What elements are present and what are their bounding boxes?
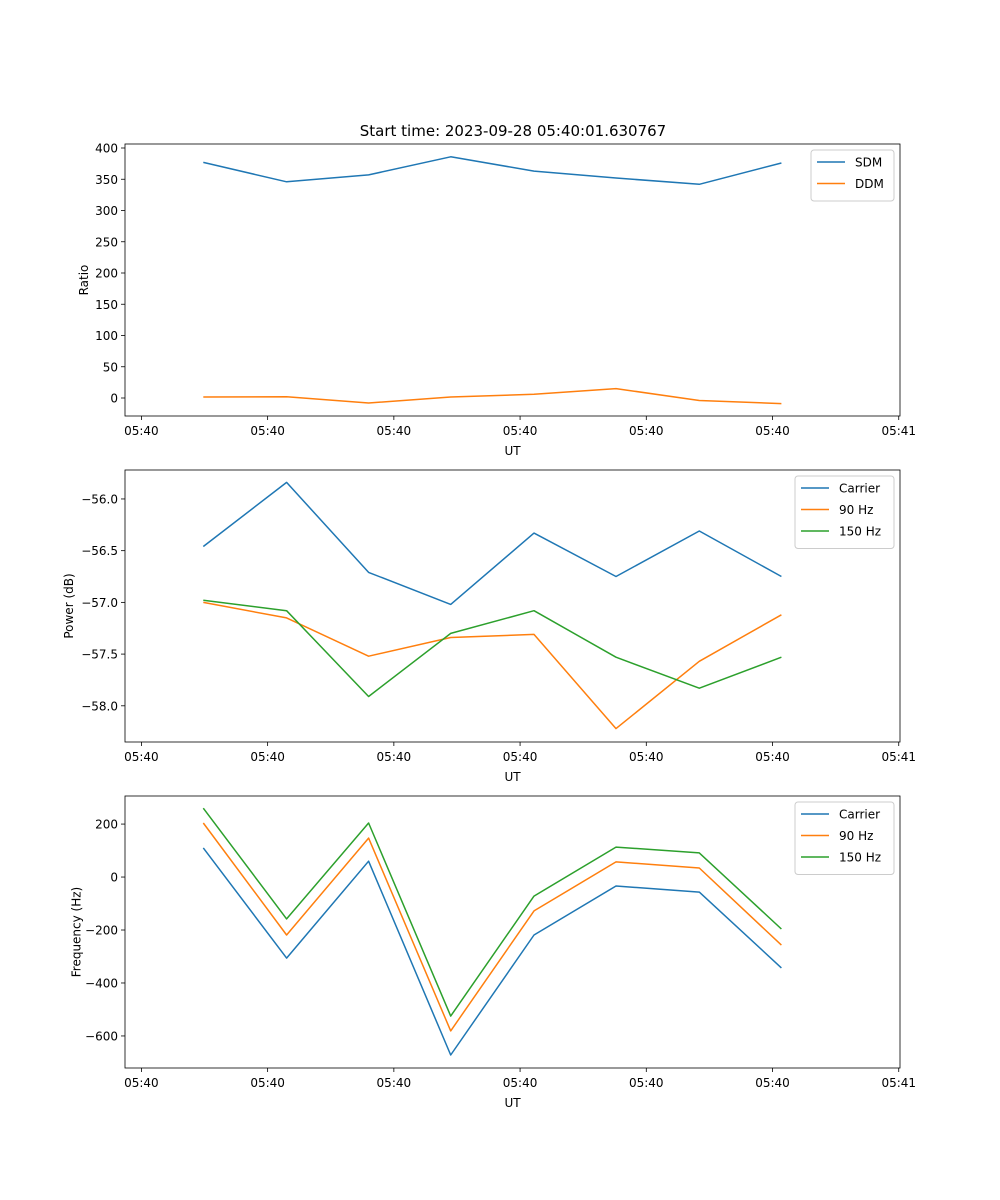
y-tick-label: 150 [95, 298, 118, 312]
y-axis-label: Frequency (Hz) [70, 887, 84, 978]
x-tick-label: 05:40 [629, 424, 664, 438]
axes-frame [124, 469, 901, 743]
y-tick-label: −56.5 [81, 544, 118, 558]
series-line-150-hz [203, 599, 782, 698]
x-tick-label: 05:40 [124, 1076, 159, 1090]
x-tick-label: 05:40 [503, 424, 538, 438]
legend-label: 150 Hz [839, 525, 881, 539]
legend-label: Carrier [839, 808, 880, 822]
subplot-1: 05:40 05:40 05:40 05:40 05:40 05:40 05:41 UT 0 50… [77, 142, 916, 459]
x-tick-label: 05:40 [124, 424, 159, 438]
y-tick-label: 200 [95, 267, 118, 281]
legend: Carrier 90 Hz 150 Hz [794, 475, 895, 549]
y-tick-label: 0 [110, 392, 118, 406]
legend: Carrier 90 Hz 150 Hz [794, 801, 895, 875]
x-tick-label: 05:40 [124, 750, 159, 764]
x-tick-label: 05:41 [881, 1076, 916, 1090]
legend-label: 150 Hz [839, 851, 881, 865]
x-tick-label: 05:40 [755, 1076, 790, 1090]
legend: SDM DDM [810, 149, 895, 202]
y-tick-label: 50 [103, 360, 118, 374]
y-tick-label: −600 [85, 1029, 118, 1043]
y-tick-label: −57.0 [81, 596, 118, 610]
series-line-90-hz [202, 822, 782, 1032]
y-tick-label: 400 [95, 142, 118, 156]
x-axis-label: UT [504, 770, 521, 784]
y-tick-label: −58.0 [81, 699, 118, 713]
y-axis-label: Ratio [77, 265, 91, 296]
axes-frame [124, 795, 901, 1069]
x-tick-label: 05:40 [250, 1076, 285, 1090]
x-tick-label: 05:41 [881, 750, 916, 764]
y-tick-label: 100 [95, 329, 118, 343]
y-tick-label: −400 [85, 976, 118, 990]
axes-frame [124, 143, 901, 417]
y-axis-label: Power (dB) [62, 573, 76, 638]
x-tick-label: 05:40 [250, 750, 285, 764]
x-tick-label: 05:40 [503, 1076, 538, 1090]
y-tick-label: 300 [95, 204, 118, 218]
x-tick-label: 05:41 [881, 424, 916, 438]
subplot-3: 05:40 05:40 05:40 05:40 05:40 05:40 05:41 UT −60… [70, 795, 916, 1110]
x-axis-label: UT [504, 444, 521, 458]
legend-label: Carrier [839, 482, 880, 496]
x-tick-label: 05:40 [503, 750, 538, 764]
subplot-2: 05:40 05:40 05:40 05:40 05:40 05:40 05:41 UT −58… [62, 469, 916, 784]
x-tick-label: 05:40 [377, 424, 412, 438]
legend-label: DDM [855, 177, 884, 191]
y-tick-label: −56.0 [81, 492, 118, 506]
y-tick-label: 0 [110, 871, 118, 885]
x-tick-label: 05:40 [629, 750, 664, 764]
x-tick-label: 05:40 [755, 750, 790, 764]
x-tick-label: 05:40 [377, 750, 412, 764]
y-tick-label: 200 [95, 818, 118, 832]
y-tick-label: −200 [85, 924, 118, 938]
x-tick-label: 05:40 [250, 424, 285, 438]
series-line-150-hz [202, 807, 782, 1017]
y-tick-label: 250 [95, 235, 118, 249]
x-tick-label: 05:40 [377, 1076, 412, 1090]
x-tick-label: 05:40 [755, 424, 790, 438]
y-tick-label: 350 [95, 173, 118, 187]
y-tick-label: −57.5 [81, 648, 118, 662]
x-tick-label: 05:40 [629, 1076, 664, 1090]
legend-label: 90 Hz [839, 829, 873, 843]
legend-label: SDM [855, 156, 882, 170]
series-line-carrier [202, 481, 782, 606]
legend-label: 90 Hz [839, 503, 873, 517]
series-line-carrier [202, 847, 782, 1056]
series-line-sdm [203, 156, 782, 186]
x-axis-label: UT [504, 1096, 521, 1110]
series-line-ddm [203, 387, 782, 405]
figure-title: Start time: 2023-09-28 05:40:01.630767 [360, 122, 666, 140]
